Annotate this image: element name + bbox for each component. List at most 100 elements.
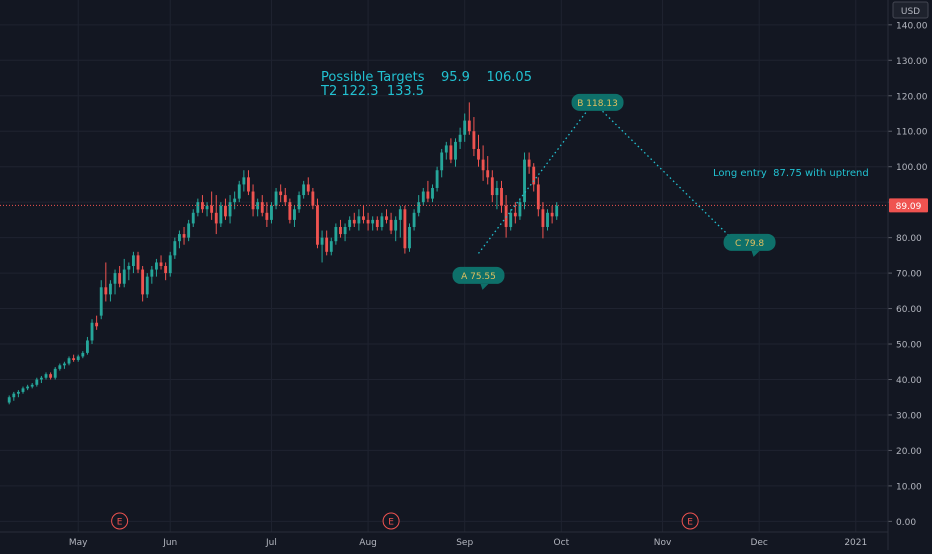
y-tick-label: 60.00 (896, 305, 922, 315)
candle-body (454, 141, 457, 160)
price-axis-panel: USD (892, 1, 929, 19)
candle-body (293, 209, 296, 220)
candle-body (108, 283, 112, 295)
candle-body (472, 131, 476, 149)
candle-body (155, 262, 158, 270)
candle-body (297, 195, 301, 210)
candle-body (237, 184, 241, 199)
candle-body (81, 352, 85, 357)
y-tick-label: 30.00 (896, 411, 922, 421)
candle-body (518, 202, 522, 217)
x-tick-label: May (69, 538, 88, 548)
earnings-marker[interactable] (681, 512, 699, 530)
targets-text-line2: T2 122.3 133.5 (320, 84, 424, 99)
earnings-marker-label: E (117, 518, 123, 528)
candle-body (394, 219, 398, 231)
candle-body (228, 202, 232, 217)
candle-body (76, 356, 80, 360)
candle-body (546, 212, 549, 227)
candle-body (532, 166, 536, 185)
candle-body (58, 365, 62, 369)
earnings-marker[interactable] (382, 512, 400, 530)
candle-body (159, 262, 163, 266)
candle-body (224, 205, 227, 217)
abc-label-bubble[interactable] (571, 93, 624, 111)
y-tick-label: 80.00 (896, 234, 922, 244)
currency-badge[interactable] (892, 1, 929, 19)
candle-body (178, 234, 181, 242)
candle-body (242, 177, 246, 185)
candle-body (168, 255, 172, 274)
abc-label-bubble[interactable] (723, 233, 776, 251)
candle-body (150, 269, 154, 277)
candle-body (435, 170, 439, 188)
x-tick-label: Aug (359, 538, 377, 548)
y-tick-label: 110.00 (896, 128, 928, 138)
candle-body (205, 205, 209, 210)
x-tick-label: Oct (554, 538, 570, 548)
candle-body (127, 266, 131, 270)
candle-body (210, 205, 214, 213)
candle-body (67, 358, 71, 364)
candle-body (550, 212, 554, 217)
y-tick-label: 10.00 (896, 482, 922, 492)
candle-body (463, 120, 467, 135)
candle-body (490, 177, 494, 196)
candle-body (270, 205, 273, 220)
abc-label-text: A 75.55 (461, 272, 496, 282)
candle-body (385, 216, 388, 220)
currency-label: USD (901, 7, 920, 17)
y-tick-label: 0.00 (896, 518, 916, 528)
candle-body (72, 358, 76, 360)
candle-body (555, 205, 559, 217)
candlesticks (7, 102, 559, 405)
y-tick-label: 100.00 (896, 163, 928, 173)
long-entry-text: Long entry 87.75 with uptrend (713, 168, 869, 179)
candle-body (35, 379, 39, 385)
candle-body (334, 226, 338, 242)
candle-body (481, 159, 485, 171)
last-price-tag (889, 198, 928, 213)
candle-body (352, 219, 356, 224)
annotations: Possible Targets 95.9 106.05 T2 122.3 13… (0, 70, 888, 254)
candle-body (30, 384, 34, 387)
candle-body (136, 255, 140, 270)
earnings-marker-label: E (687, 518, 693, 528)
candle-body (7, 397, 11, 403)
candle-body (21, 388, 25, 392)
candle-body (421, 191, 425, 203)
candle-body (95, 322, 99, 327)
candle-body (233, 198, 237, 203)
candle-body (357, 216, 361, 224)
candle-body (477, 148, 480, 160)
candle-body (536, 184, 540, 210)
y-tick-label: 140.00 (896, 21, 928, 31)
candle-body (495, 187, 499, 196)
earnings-marker[interactable] (111, 512, 129, 530)
candle-body (509, 212, 513, 227)
y-tick-label: 20.00 (896, 447, 922, 457)
candle-body (53, 368, 57, 378)
candle-body (426, 191, 430, 199)
candle-body (187, 223, 191, 238)
abc-label-bubble[interactable] (452, 266, 505, 284)
candle-body (99, 287, 103, 316)
candle-body (12, 393, 16, 398)
candle-body (440, 152, 444, 171)
x-tick-label: Jul (265, 538, 277, 548)
x-tick-label: Dec (750, 538, 767, 548)
y-tick-label: 40.00 (896, 376, 922, 386)
candle-body (247, 177, 250, 192)
candle-body (122, 269, 126, 284)
candle-body (26, 386, 30, 389)
abc-label-tail (751, 250, 760, 257)
candle-body (316, 205, 319, 245)
candle-body (173, 241, 177, 256)
candle-body (90, 322, 94, 341)
candle-body (44, 374, 48, 378)
candle-body (260, 202, 264, 213)
candle-body (302, 184, 306, 196)
candle-body (49, 374, 53, 378)
